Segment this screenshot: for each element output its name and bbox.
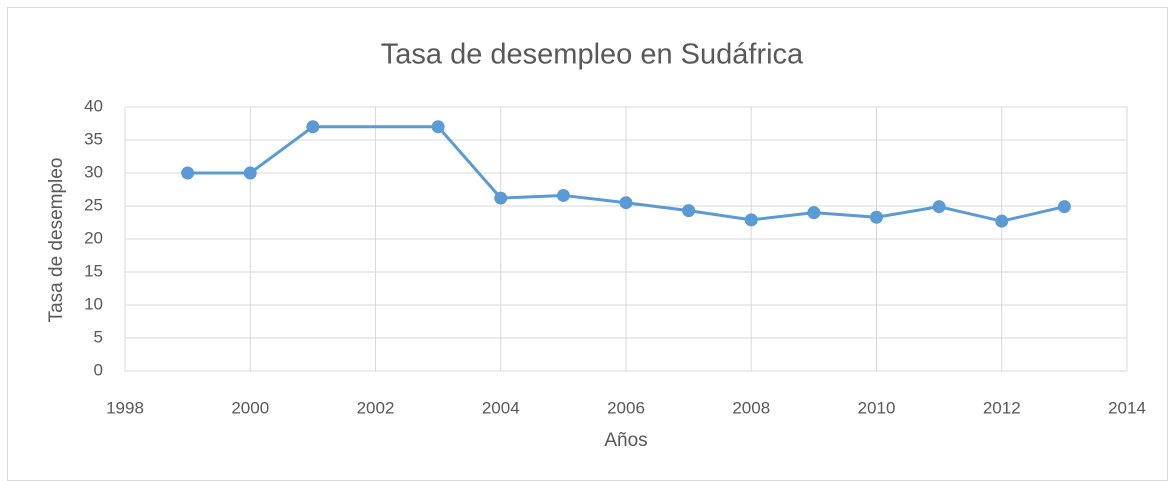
data-point xyxy=(431,120,445,134)
data-point xyxy=(494,191,508,205)
data-point xyxy=(995,214,1009,228)
data-point xyxy=(181,166,195,180)
data-point xyxy=(1057,200,1071,214)
y-tick-label: 40 xyxy=(84,96,103,115)
x-tick-label: 2000 xyxy=(231,398,269,417)
x-axis-label: Años xyxy=(604,430,647,451)
y-tick-label: 25 xyxy=(84,195,103,214)
data-point xyxy=(306,120,320,134)
y-axis-label: Tasa de desempleo xyxy=(46,158,67,323)
x-tick-label: 2014 xyxy=(1108,398,1146,417)
data-point xyxy=(682,204,696,218)
y-tick-label: 15 xyxy=(84,261,103,280)
chart-title: Tasa de desempleo en Sudáfrica xyxy=(381,39,804,71)
y-tick-label: 0 xyxy=(94,360,103,379)
data-point xyxy=(243,166,257,180)
y-tick-label: 35 xyxy=(84,129,103,148)
x-tick-label: 2006 xyxy=(607,398,645,417)
data-point xyxy=(932,200,946,214)
x-tick-label: 1998 xyxy=(106,398,144,417)
x-tick-label: 2008 xyxy=(732,398,770,417)
data-point xyxy=(744,213,758,227)
y-tick-label: 20 xyxy=(84,228,103,247)
y-tick-label: 10 xyxy=(84,294,103,313)
y-tick-label: 30 xyxy=(84,162,103,181)
x-tick-label: 2004 xyxy=(482,398,520,417)
data-point xyxy=(807,206,821,220)
x-tick-label: 2010 xyxy=(858,398,896,417)
x-tick-label: 2002 xyxy=(357,398,395,417)
data-point xyxy=(619,196,633,210)
series-line xyxy=(187,125,1065,223)
data-point xyxy=(556,188,570,202)
chart-border xyxy=(7,7,1168,481)
x-tick-label: 2012 xyxy=(983,398,1021,417)
y-tick-label: 5 xyxy=(94,327,103,346)
data-point xyxy=(870,210,883,224)
